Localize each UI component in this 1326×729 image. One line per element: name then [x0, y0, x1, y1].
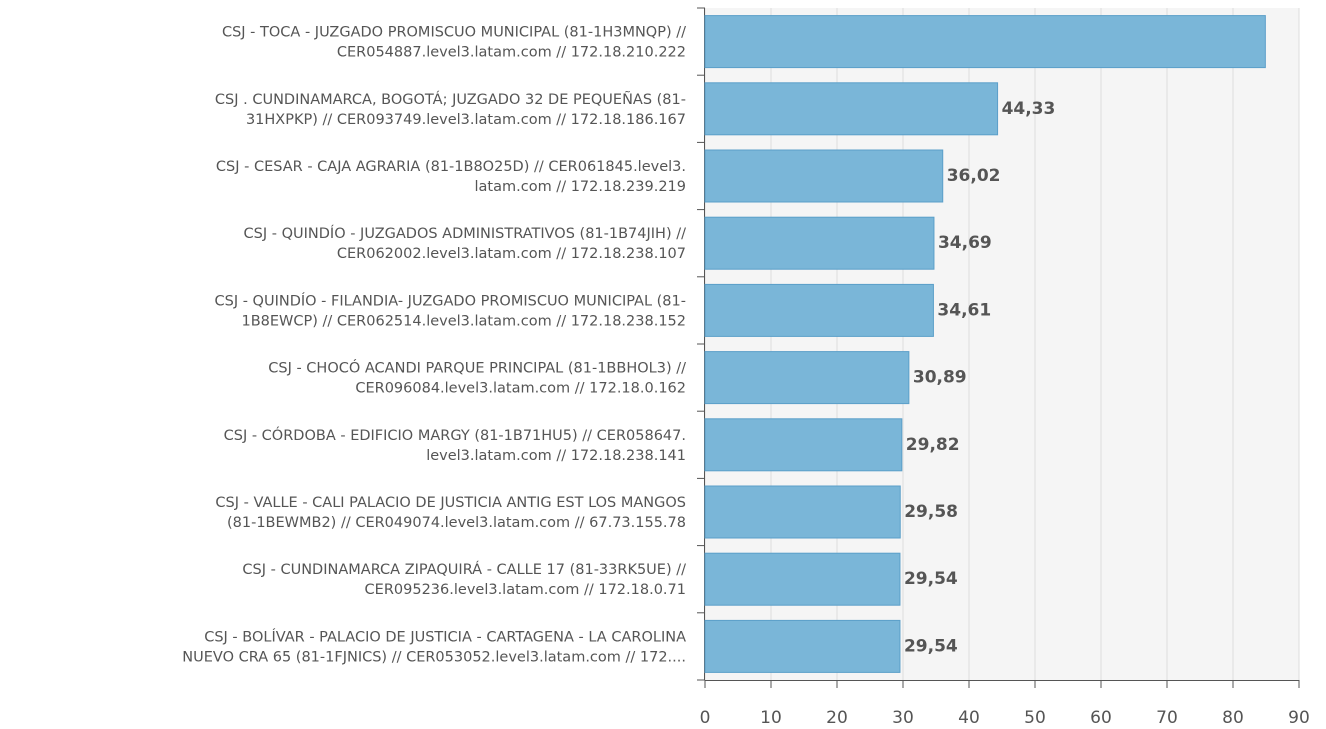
x-tick-label: 70: [1156, 708, 1178, 728]
y-tick-label: CSJ - CHOCÓ ACANDI PARQUE PRINCIPAL (81-…: [268, 359, 686, 377]
y-tick-label: CER062002.level3.latam.com // 172.18.238…: [337, 246, 686, 262]
bar: [704, 82, 999, 136]
x-tick-label: 10: [760, 708, 782, 728]
bar: [704, 418, 903, 472]
bar: [704, 351, 910, 405]
bar: [704, 552, 901, 606]
x-tick-label: 80: [1222, 708, 1244, 728]
value-label: 44,33: [1002, 99, 1056, 119]
value-label: 34,61: [937, 300, 991, 320]
x-tick-label: 0: [700, 708, 711, 728]
y-tick-label: latam.com // 172.18.239.219: [475, 179, 686, 195]
value-label: 29,82: [906, 435, 960, 455]
bar: [704, 15, 1266, 69]
value-label: 34,69: [938, 233, 992, 253]
x-tick-label: 60: [1090, 708, 1112, 728]
bar: [704, 216, 935, 270]
bar: [704, 619, 901, 673]
x-tick-label: 40: [958, 708, 980, 728]
y-tick-label: level3.latam.com // 172.18.238.141: [426, 448, 686, 464]
y-tick-label: 31HXPKP) // CER093749.level3.latam.com /…: [246, 112, 686, 128]
y-tick-label: CSJ - QUINDÍO - JUZGADOS ADMINISTRATIVOS…: [244, 225, 687, 242]
y-tick-label: CSJ - QUINDÍO - FILANDIA- JUZGADO PROMIS…: [215, 292, 687, 309]
y-tick-label: CER095236.level3.latam.com // 172.18.0.7…: [365, 582, 686, 598]
y-tick-label: CSJ - CÓRDOBA - EDIFICIO MARGY (81-1B71H…: [224, 426, 686, 444]
x-tick-label: 30: [892, 708, 914, 728]
value-label: 29,54: [904, 636, 958, 656]
y-tick-label: CSJ - BOLÍVAR - PALACIO DE JUSTICIA - CA…: [204, 628, 686, 645]
x-tick-label: 20: [826, 708, 848, 728]
bar: [704, 149, 944, 203]
value-label: 29,54: [904, 569, 958, 589]
y-tick-label: CSJ - VALLE - CALI PALACIO DE JUSTICIA A…: [215, 495, 686, 511]
x-tick-label: 90: [1288, 708, 1310, 728]
y-tick-label: CSJ - CUNDINAMARCA ZIPAQUIRÁ - CALLE 17 …: [242, 561, 686, 578]
value-label: 29,58: [904, 502, 958, 522]
y-tick-label: 1B8EWCP) // CER062514.level3.latam.com /…: [241, 313, 686, 329]
y-tick-label: (81-1BEWMB2) // CER049074.level3.latam.c…: [227, 515, 686, 531]
y-tick-label: CER096084.level3.latam.com // 172.18.0.1…: [355, 381, 686, 397]
y-tick-label: NUEVO CRA 65 (81-1FJNICS) // CER053052.l…: [182, 649, 686, 665]
y-tick-label: CER054887.level3.latam.com // 172.18.210…: [337, 45, 686, 61]
y-tick-label: CSJ - CESAR - CAJA AGRARIA (81-1B8O25D) …: [216, 159, 686, 175]
bar: [704, 485, 901, 539]
x-tick-label: 50: [1024, 708, 1046, 728]
value-label: 30,89: [913, 368, 967, 388]
y-tick-label: CSJ . CUNDINAMARCA, BOGOTÁ; JUZGADO 32 D…: [215, 91, 686, 108]
y-tick-label: CSJ - TOCA - JUZGADO PROMISCUO MUNICIPAL…: [222, 25, 686, 41]
value-label: 36,02: [947, 166, 1001, 186]
bar: [704, 283, 934, 337]
